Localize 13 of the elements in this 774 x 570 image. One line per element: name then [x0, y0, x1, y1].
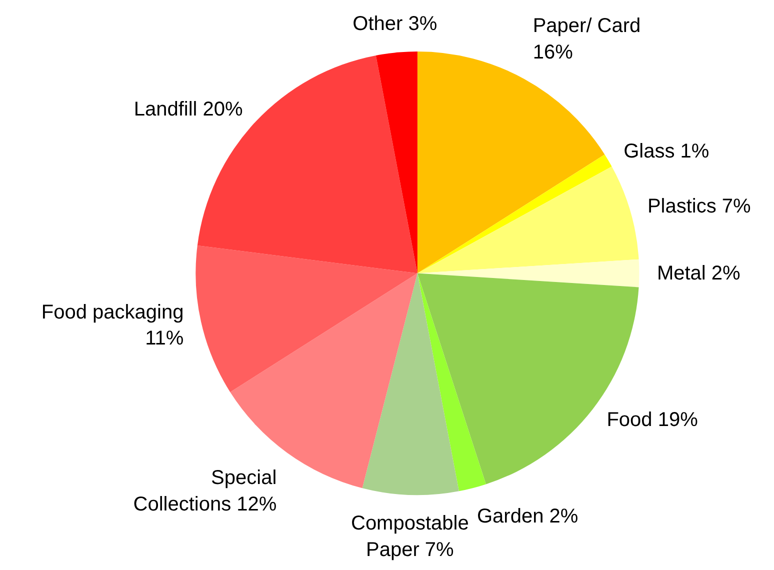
slice-label: Compostable Paper 7% — [350, 512, 469, 562]
slice-label: Landfill 20% — [134, 98, 244, 120]
data-label: 16% — [532, 41, 574, 64]
slice-label: Special Collections 12% — [133, 467, 277, 516]
data-label: 11% — [145, 328, 184, 350]
slice-label: Paper/ Card — [532, 14, 641, 37]
slice-label: Glass 1% — [624, 140, 710, 162]
slice-label: Other 3% — [352, 12, 438, 35]
slice-label: Garden 2% — [477, 505, 578, 528]
slice-label: Plastics 7% — [647, 195, 752, 218]
slice-label: Metal 2% — [656, 262, 741, 284]
slice-label: Food 19% — [606, 409, 698, 432]
slice-label: Food packaging — [41, 301, 184, 324]
